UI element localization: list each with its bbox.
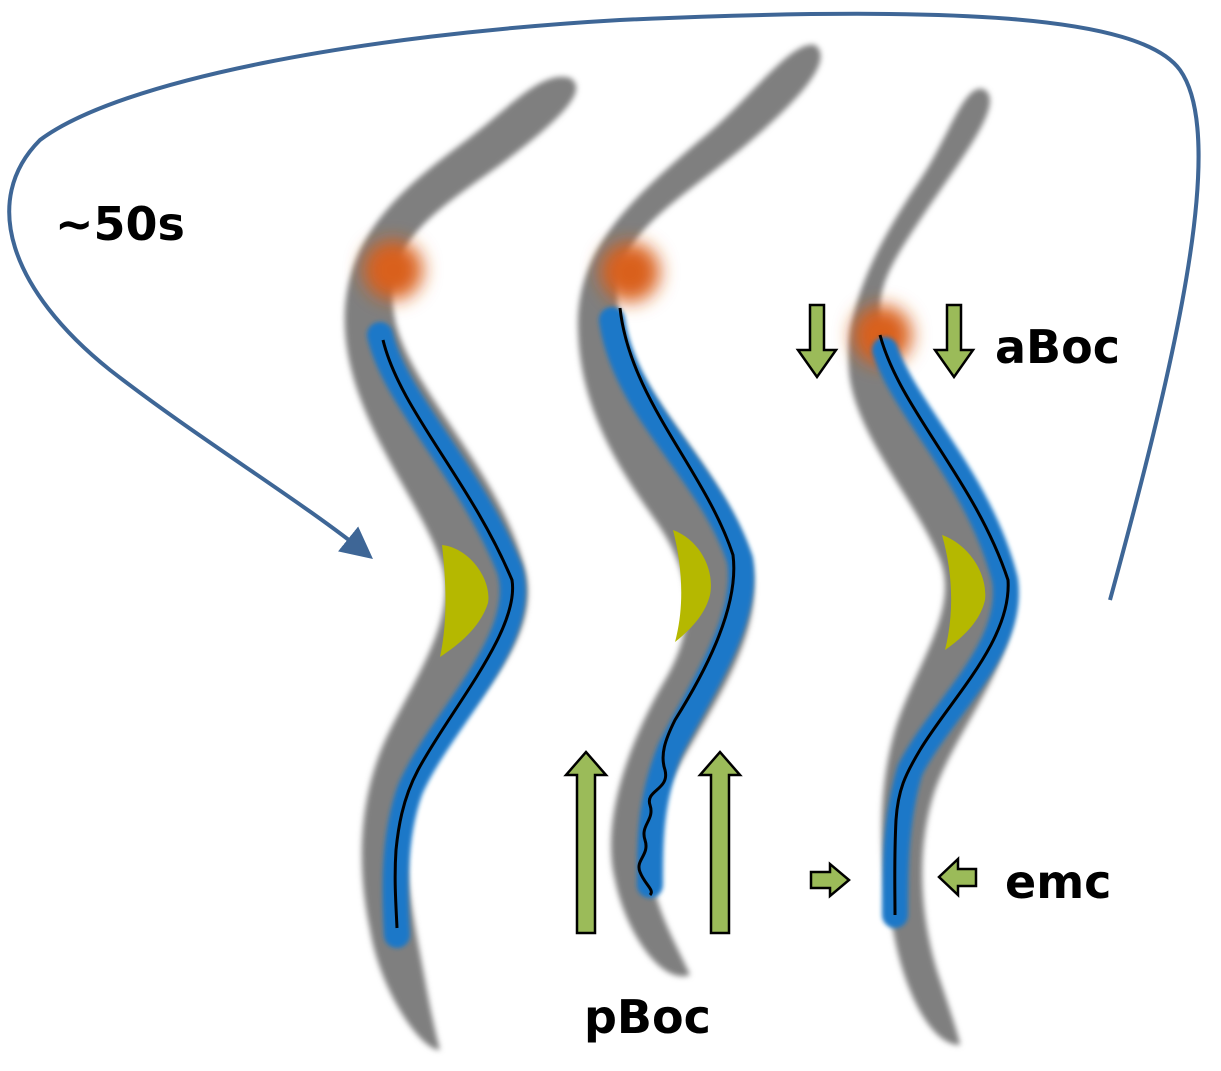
aboc-arrows xyxy=(795,303,976,380)
pharynx-spot xyxy=(600,242,660,302)
vulva xyxy=(440,545,489,657)
intestine xyxy=(872,337,1019,928)
aboc-down-arrow-left xyxy=(795,303,839,380)
vulva xyxy=(673,530,711,642)
cycle-time-label: ~50s xyxy=(55,197,185,251)
vulva xyxy=(942,535,986,650)
worm-aboc-emc xyxy=(848,88,1019,1046)
aboc-down-arrow-right xyxy=(932,303,976,380)
worm-pboc xyxy=(577,44,821,977)
gut-lumen-coiled xyxy=(618,307,736,897)
emc-right-arrow xyxy=(809,861,851,899)
pboc-arrows xyxy=(563,750,743,935)
cycle-arrow xyxy=(7,11,1201,601)
worm-body xyxy=(577,44,821,977)
pboc-up-arrow-left xyxy=(563,750,609,935)
gut-lumen xyxy=(381,339,515,929)
intestine xyxy=(599,307,755,898)
aboc-label: aBoc xyxy=(995,320,1120,374)
emc-arrows xyxy=(809,856,978,899)
pboc-label: pBoc xyxy=(584,990,711,1044)
emc-left-arrow xyxy=(937,856,978,898)
pharynx-spot xyxy=(363,240,423,300)
gut-lumen xyxy=(878,334,1010,916)
emc-label: emc xyxy=(1005,855,1111,909)
worm-resting xyxy=(344,76,577,1051)
pboc-up-arrow-right xyxy=(697,750,743,935)
